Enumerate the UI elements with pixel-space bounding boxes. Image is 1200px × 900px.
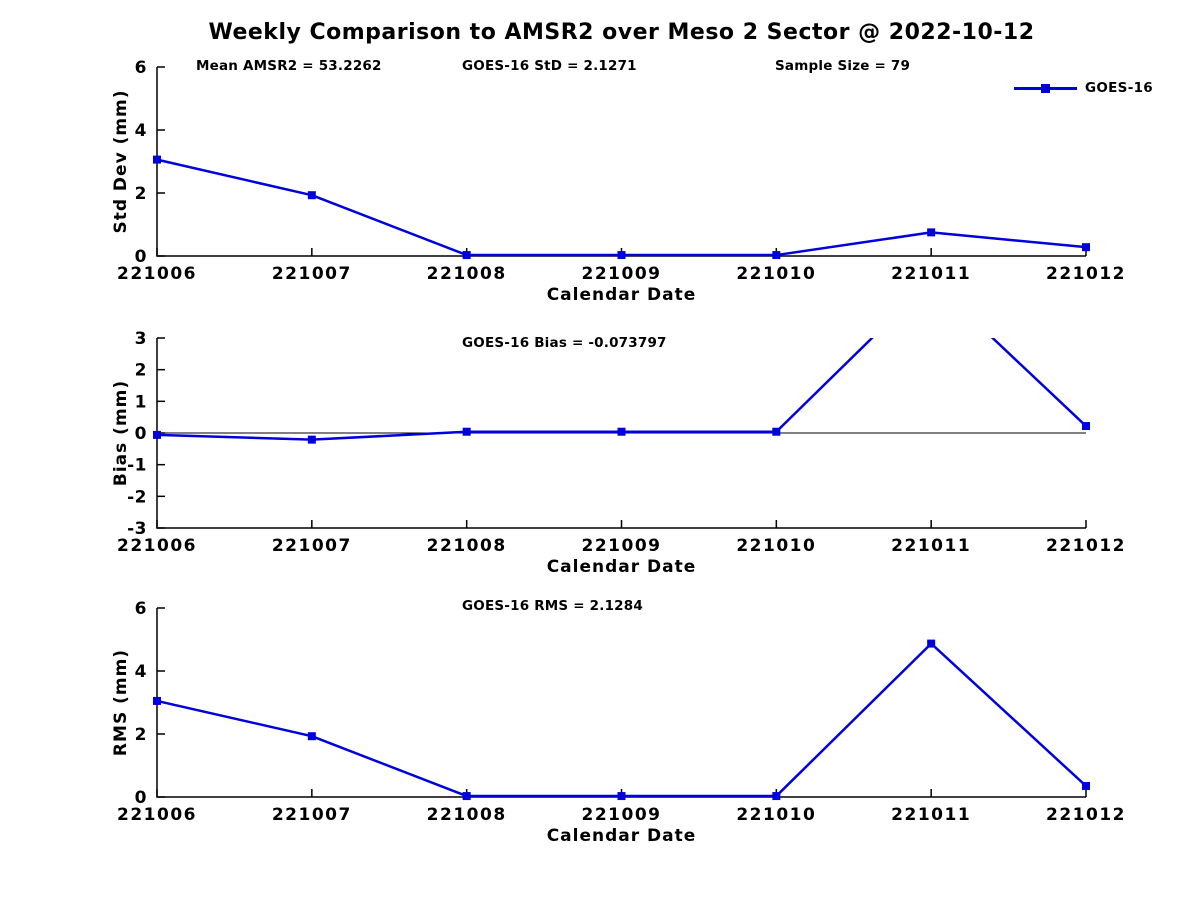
x-tick-label: 221007 [272,536,352,556]
y-tick-label: 4 [135,662,147,682]
x-tick-label: 221012 [1046,536,1126,556]
x-tick-label: 221008 [427,536,507,556]
x-tick-label: 221009 [582,805,662,825]
y-tick-label: 2 [135,361,147,381]
y-tick-label: 2 [135,184,147,204]
stat-annotation: Sample Size = 79 [775,58,910,74]
data-point-marker [617,251,626,260]
data-point-marker [153,155,161,164]
x-tick-label: 221006 [117,264,197,284]
data-point-marker [772,427,781,436]
x-tick-label: 221009 [582,536,662,556]
x-tick-label: 221011 [891,805,971,825]
x-tick-label: 221012 [1046,805,1126,825]
y-tick-label: 3 [135,329,147,349]
data-point-marker [307,732,316,741]
y-tick-label: 6 [135,599,147,619]
y-tick-label: -3 [127,519,147,539]
subplot-rms-mm: 0 2 4 6 221006 221007 221008 221009 221010 221011… [111,598,1126,846]
data-point-marker [1082,781,1090,790]
series-group [155,158,1088,257]
x-axis-title: Calendar Date [547,285,697,305]
data-point-marker [617,427,626,436]
x-tick-label: 221006 [117,536,197,556]
chart-title: Weekly Comparison to AMSR2 over Meso 2 S… [208,20,1035,45]
x-axis-title: Calendar Date [547,557,697,577]
legend: GOES-16 [1014,80,1153,96]
y-tick-label: 0 [135,247,147,267]
data-point-marker [772,251,781,260]
stat-annotation: GOES-16 Bias = -0.073797 [462,335,667,351]
x-tick-label: 221007 [272,805,352,825]
y-axis-title: Bias (mm) [111,380,131,486]
y-axis-title: RMS (mm) [111,649,131,756]
y-tick-label: 6 [135,58,147,78]
legend-label: GOES-16 [1085,80,1153,96]
x-tick-label: 221006 [117,805,197,825]
subplot-bias-mm: -3 -2 -1 0 1 2 3 221006 221007 221008 221009 221010… [111,329,1126,577]
data-point-marker [617,792,626,801]
x-tick-label: 221009 [582,264,662,284]
x-tick-label: 221011 [891,264,971,284]
x-tick-label: 221010 [736,536,816,556]
data-point-marker [307,191,316,200]
y-tick-label: 1 [135,392,147,412]
x-tick-label: 221012 [1046,264,1126,284]
y-tick-label: 0 [135,424,147,444]
data-point-marker [462,251,471,260]
legend-line-right [1050,86,1077,90]
x-tick-label: 221010 [736,264,816,284]
subplot-std-dev-mm: 0 2 4 6 221006 221007 221008 221009 221010 221011… [111,58,1126,305]
series-line [155,642,1088,798]
x-tick-label: 221011 [891,536,971,556]
stat-annotation: Mean AMSR2 = 53.2262 [196,58,382,74]
y-tick-label: 4 [135,121,147,141]
axes-spines [156,67,1086,257]
legend-line-left [1014,86,1041,90]
y-tick-label: 2 [135,725,147,745]
legend-square-marker [1041,83,1050,93]
data-point-marker [927,228,936,237]
x-tick-label: 221008 [427,805,507,825]
x-tick-label: 221008 [427,264,507,284]
data-point-marker [1082,422,1090,431]
y-tick-label: -1 [127,456,147,476]
y-tick-label: -2 [127,487,147,507]
series-group [155,642,1088,798]
data-point-marker [462,427,471,436]
stat-annotation: GOES-16 RMS = 2.1284 [462,598,643,614]
x-tick-label: 221010 [736,805,816,825]
data-point-marker [153,696,161,705]
x-axis-title: Calendar Date [547,826,697,846]
data-point-marker [307,435,316,444]
data-point-marker [1082,243,1090,252]
data-point-marker [153,430,161,439]
y-axis-title: Std Dev (mm) [111,89,131,233]
data-point-marker [927,639,936,648]
data-point-marker [462,792,471,801]
series-line [155,158,1088,257]
y-tick-label: 0 [135,788,147,808]
axes-spines [156,608,1086,798]
x-tick-label: 221007 [272,264,352,284]
data-point-marker [772,792,781,801]
stat-annotation: GOES-16 StD = 2.1271 [462,58,637,74]
